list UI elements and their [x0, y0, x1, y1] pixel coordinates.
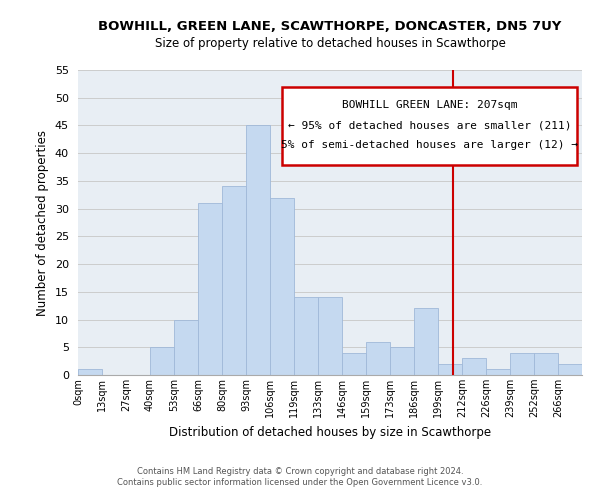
- Text: Contains public sector information licensed under the Open Government Licence v3: Contains public sector information licen…: [118, 478, 482, 487]
- Text: Size of property relative to detached houses in Scawthorpe: Size of property relative to detached ho…: [155, 38, 505, 51]
- X-axis label: Distribution of detached houses by size in Scawthorpe: Distribution of detached houses by size …: [169, 426, 491, 438]
- Text: 5% of semi-detached houses are larger (12) →: 5% of semi-detached houses are larger (1…: [281, 140, 578, 150]
- FancyBboxPatch shape: [282, 87, 577, 164]
- Bar: [150, 348, 174, 375]
- Bar: [246, 126, 270, 375]
- Text: ← 95% of detached houses are smaller (211): ← 95% of detached houses are smaller (21…: [288, 120, 571, 130]
- Bar: [174, 320, 198, 375]
- Bar: [342, 353, 366, 375]
- Bar: [414, 308, 438, 375]
- Bar: [294, 298, 318, 375]
- Bar: [366, 342, 390, 375]
- Bar: [222, 186, 246, 375]
- Bar: [462, 358, 486, 375]
- Y-axis label: Number of detached properties: Number of detached properties: [36, 130, 49, 316]
- Text: BOWHILL GREEN LANE: 207sqm: BOWHILL GREEN LANE: 207sqm: [342, 100, 517, 110]
- Bar: [78, 370, 102, 375]
- Bar: [390, 348, 414, 375]
- Text: BOWHILL, GREEN LANE, SCAWTHORPE, DONCASTER, DN5 7UY: BOWHILL, GREEN LANE, SCAWTHORPE, DONCAST…: [98, 20, 562, 33]
- Bar: [510, 353, 534, 375]
- Bar: [558, 364, 582, 375]
- Bar: [318, 298, 342, 375]
- Bar: [198, 203, 222, 375]
- Text: Contains HM Land Registry data © Crown copyright and database right 2024.: Contains HM Land Registry data © Crown c…: [137, 467, 463, 476]
- Bar: [438, 364, 462, 375]
- Bar: [534, 353, 558, 375]
- Bar: [270, 198, 294, 375]
- Bar: [486, 370, 510, 375]
